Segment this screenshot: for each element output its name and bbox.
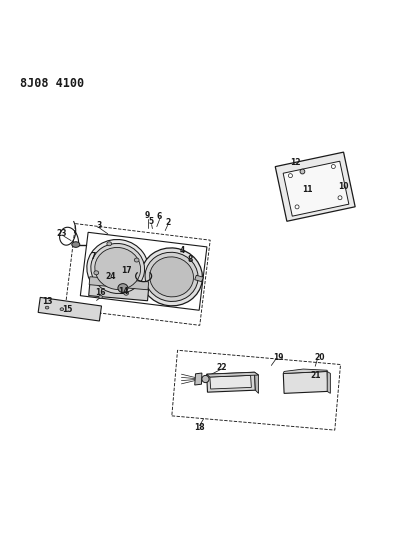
Text: 4: 4: [180, 246, 186, 255]
Text: 21: 21: [311, 370, 321, 379]
Text: 22: 22: [216, 363, 227, 372]
Text: 18: 18: [194, 423, 205, 432]
Text: 12: 12: [290, 158, 300, 167]
Text: 14: 14: [119, 287, 129, 296]
Polygon shape: [327, 372, 330, 393]
Ellipse shape: [145, 252, 198, 302]
Ellipse shape: [288, 174, 292, 177]
Ellipse shape: [95, 247, 140, 289]
Ellipse shape: [107, 242, 112, 246]
Polygon shape: [89, 277, 149, 290]
Text: 8J08 4100: 8J08 4100: [20, 77, 84, 90]
Text: 17: 17: [122, 265, 132, 274]
Text: 24: 24: [106, 272, 116, 280]
Ellipse shape: [118, 284, 128, 293]
Polygon shape: [207, 372, 255, 392]
Polygon shape: [38, 297, 101, 321]
Text: 5: 5: [148, 217, 153, 227]
Ellipse shape: [60, 308, 64, 311]
Text: 7: 7: [90, 252, 96, 261]
Polygon shape: [195, 373, 202, 385]
Text: 13: 13: [42, 297, 52, 306]
Ellipse shape: [45, 306, 49, 309]
Polygon shape: [283, 161, 349, 216]
Text: 20: 20: [315, 353, 325, 362]
Ellipse shape: [338, 196, 342, 200]
Text: 2: 2: [165, 218, 170, 227]
Text: 15: 15: [63, 305, 73, 314]
Ellipse shape: [300, 169, 305, 174]
Text: 19: 19: [273, 353, 284, 362]
Polygon shape: [283, 372, 328, 393]
Ellipse shape: [134, 258, 139, 262]
Polygon shape: [207, 372, 259, 377]
Text: 6: 6: [157, 212, 162, 221]
Text: 9: 9: [144, 211, 150, 220]
Text: 11: 11: [302, 184, 312, 193]
Ellipse shape: [202, 375, 209, 383]
Text: 3: 3: [96, 221, 102, 230]
Ellipse shape: [331, 165, 335, 168]
Ellipse shape: [99, 295, 102, 298]
Ellipse shape: [87, 239, 148, 297]
Text: 10: 10: [338, 182, 348, 191]
Ellipse shape: [124, 291, 128, 295]
Text: 23: 23: [57, 229, 67, 238]
Ellipse shape: [94, 271, 99, 275]
Ellipse shape: [91, 244, 144, 294]
Polygon shape: [283, 369, 327, 374]
Ellipse shape: [295, 205, 299, 209]
Text: 16: 16: [95, 288, 106, 297]
Ellipse shape: [72, 242, 80, 247]
Polygon shape: [275, 152, 355, 221]
Ellipse shape: [141, 248, 202, 306]
Ellipse shape: [150, 257, 194, 297]
Text: 8: 8: [187, 255, 193, 264]
Polygon shape: [255, 372, 259, 393]
Polygon shape: [89, 278, 149, 301]
Polygon shape: [195, 275, 203, 281]
Polygon shape: [210, 375, 251, 389]
